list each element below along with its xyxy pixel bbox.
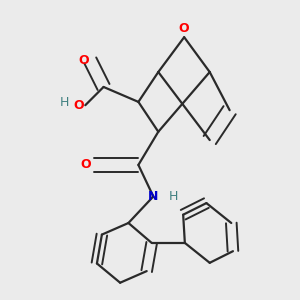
Text: O: O — [80, 158, 91, 171]
Text: H: H — [169, 190, 178, 203]
Text: O: O — [179, 22, 190, 35]
Text: O: O — [78, 54, 89, 67]
Text: H: H — [60, 96, 69, 110]
Text: O: O — [74, 99, 84, 112]
Text: N: N — [148, 190, 158, 203]
